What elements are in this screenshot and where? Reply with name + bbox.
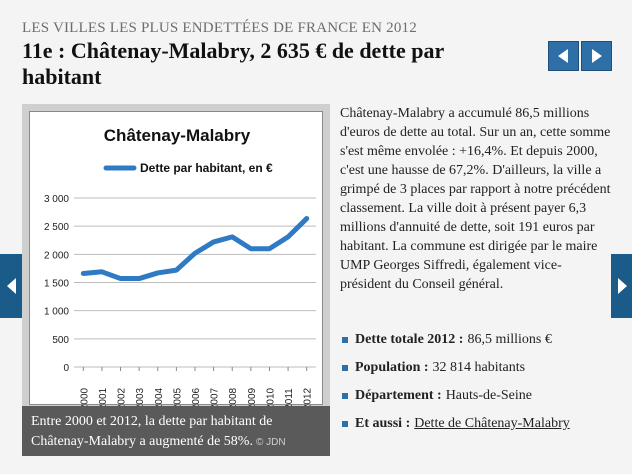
data-point [157,272,159,274]
chart-figure: Châtenay-Malabry Dette par habitant, en €… [22,104,330,456]
article-body: Châtenay-Malabry a accumulé 86,5 million… [340,106,611,292]
fact-value: 32 814 habitants [432,360,526,375]
y-tick-label: 1 500 [44,279,69,290]
debt-line-chart: Châtenay-Malabry Dette par habitant, en €… [44,126,316,406]
fact-item-department: Département : Hauts-de-Seine [340,386,620,405]
data-point [250,248,252,250]
previous-slide-button[interactable] [0,254,22,318]
y-tick-label: 2 500 [44,222,69,233]
x-tick-label: 2004 [154,387,165,406]
chart-container: Châtenay-Malabry Dette par habitant, en €… [29,111,323,406]
next-slide-button[interactable] [611,254,632,318]
x-tick-label: 2008 [228,387,239,406]
page-title: 11e : Châtenay-Malabry, 2 635 € de dette… [22,38,444,89]
data-point [287,236,289,238]
y-tick-label: 0 [63,363,69,374]
bullet-icon [342,337,348,343]
x-tick-label: 2010 [265,387,276,406]
data-point [268,248,270,250]
x-tick-label: 2002 [117,387,128,406]
caption-credit: © JDN [255,437,286,448]
slideshow-nav [548,41,612,71]
y-tick-label: 500 [52,335,69,346]
fact-label: Dette totale 2012 : [355,332,464,347]
fact-item-see-also: Et aussi : Dette de Châtenay-Malabry [340,414,620,433]
related-link[interactable]: Dette de Châtenay-Malabry [414,416,570,431]
x-tick-label: 2009 [247,387,258,406]
bullet-icon [342,421,348,427]
triangle-right-icon [592,49,602,63]
y-tick-label: 2 000 [44,250,69,261]
x-tick-label: 2000 [79,387,90,406]
triangle-left-icon [6,278,16,294]
fact-label: Département : [355,388,442,403]
x-tick-label: 2005 [172,387,183,406]
fact-label: Et aussi : [355,416,411,431]
data-point [306,218,308,220]
y-tick-label: 1 000 [44,307,69,318]
fact-value: Hauts-de-Seine [445,388,532,403]
series-line [80,216,310,282]
legend-label: Dette par habitant, en € [140,161,273,175]
x-tick-label: 2006 [191,387,202,406]
fact-item-debt: Dette totale 2012 :86,5 millions € [340,330,620,349]
next-button[interactable] [581,41,612,71]
x-tick-label: 2007 [210,387,221,406]
fact-value: 86,5 millions € [467,332,552,347]
x-tick-label: 2001 [98,387,109,406]
fact-item-population: Population :32 814 habitants [340,358,620,377]
chart-caption: Entre 2000 et 2012, la dette par habitan… [22,406,330,456]
data-point [82,272,84,274]
data-point [213,241,215,243]
triangle-right-icon [617,278,627,294]
x-tick-label: 2011 [284,388,295,406]
data-point [231,236,233,238]
data-point [175,269,177,271]
data-point [101,271,103,273]
data-point [138,278,140,280]
bullet-icon [342,365,348,371]
facts-list: Dette totale 2012 :86,5 millions € Popul… [340,330,620,442]
previous-button[interactable] [548,41,579,71]
caption-text: Entre 2000 et 2012, la dette par habitan… [31,414,273,449]
bullet-icon [342,393,348,399]
chart-title: Châtenay-Malabry [104,126,251,145]
x-tick-label: 2003 [135,387,146,406]
data-point [120,278,122,280]
x-tick-label: 2012 [303,387,314,406]
kicker: LES VILLES LES PLUS ENDETTÉES DE FRANCE … [22,20,417,36]
triangle-left-icon [558,49,568,63]
y-tick-label: 3 000 [44,194,69,205]
fact-label: Population : [355,360,429,375]
data-point [194,252,196,254]
